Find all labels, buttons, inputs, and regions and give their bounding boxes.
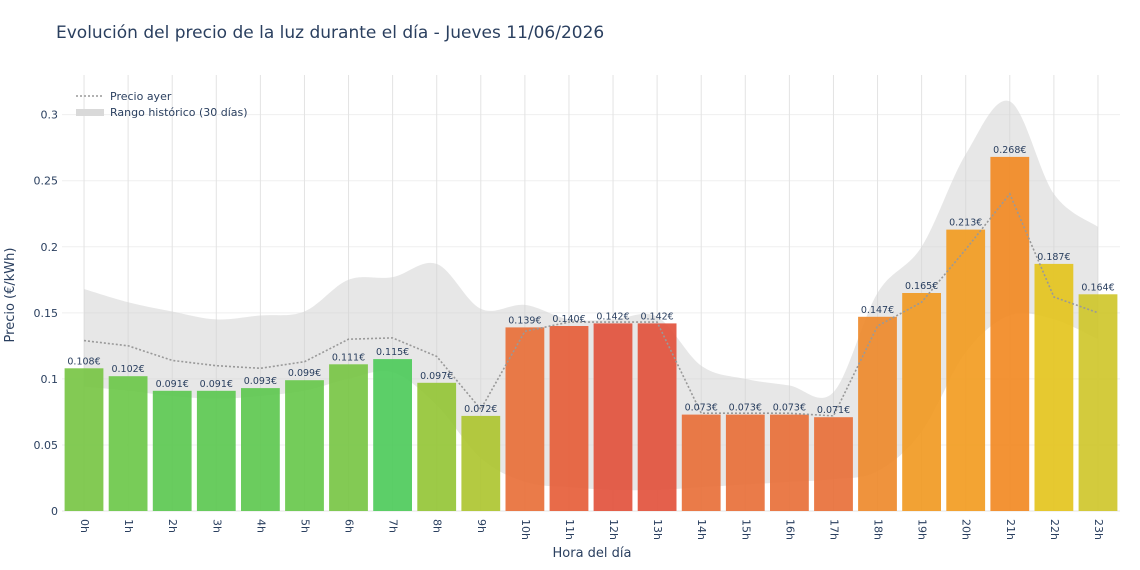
price-bar-18h	[858, 316, 897, 511]
price-bar-19h	[902, 293, 941, 511]
bar-value-label: 0.139€	[508, 315, 541, 326]
bar-value-label: 0.268€	[993, 145, 1026, 156]
y-axis-title: Precio (€/kWh)	[3, 248, 18, 343]
yesterday-line-layer	[83, 192, 1099, 417]
bar-value-label: 0.099€	[288, 368, 321, 379]
y-tick-label: 0.15	[34, 307, 59, 320]
price-bar-2h	[152, 390, 192, 511]
price-bar-16h	[770, 414, 809, 511]
bar-value-label: 0.093€	[244, 376, 277, 387]
historic-range-band	[84, 100, 1098, 491]
y-tick-label: 0.05	[34, 439, 59, 452]
x-tick-label: 9h	[475, 519, 488, 533]
price-bar-7h	[373, 359, 412, 511]
price-bar-3h	[196, 390, 236, 511]
y-tick-label: 0.2	[41, 241, 59, 254]
bar-value-label: 0.142€	[596, 311, 629, 322]
bar-value-label: 0.164€	[1081, 282, 1114, 293]
x-tick-label: 1h	[122, 519, 135, 533]
x-tick-label: 16h	[783, 519, 796, 540]
price-bar-13h	[637, 323, 677, 511]
x-tick-label: 7h	[387, 519, 400, 533]
historic-range-layer	[84, 100, 1098, 491]
price-bar-23h	[1078, 294, 1118, 511]
x-tick-label: 21h	[1004, 519, 1017, 540]
x-tick-label: 14h	[695, 519, 708, 540]
x-tick-label: 22h	[1048, 519, 1061, 540]
price-bar-17h	[814, 417, 853, 511]
y-tick-label: 0.25	[34, 175, 59, 188]
price-bar-11h	[549, 326, 589, 511]
bar-value-label: 0.165€	[905, 281, 938, 292]
price-bar-9h	[461, 415, 501, 511]
x-tick-label: 2h	[166, 519, 179, 533]
bar-value-label: 0.073€	[729, 403, 762, 414]
y-tick-label: 0.1	[41, 373, 59, 386]
x-tick-label: 4h	[254, 519, 267, 533]
x-tick-label: 23h	[1092, 519, 1105, 540]
price-bar-20h	[946, 229, 986, 511]
price-bar-5h	[285, 380, 324, 511]
legend: Precio ayer Rango histórico (30 días)	[76, 90, 248, 119]
axis-layer: 0 0.05 0.1 0.15 0.2 0.25 0.3 0h 1h 2h 3h 4h 5h 6h 7h 8h…	[34, 109, 1106, 540]
bar-value-label: 0.073€	[685, 403, 718, 414]
price-bar-15h	[725, 414, 765, 511]
x-tick-label: 17h	[828, 519, 841, 540]
bars-layer	[64, 156, 1118, 511]
bar-value-label: 0.072€	[464, 404, 497, 415]
price-bar-8h	[417, 382, 457, 511]
price-bar-6h	[329, 364, 368, 511]
price-bar-4h	[241, 388, 280, 511]
y-tick-label: 0.3	[41, 109, 59, 122]
x-tick-label: 15h	[739, 519, 752, 540]
price-bar-1h	[108, 376, 148, 511]
legend-label-rango-historico: Rango histórico (30 días)	[110, 106, 248, 119]
price-bar-21h	[990, 156, 1030, 511]
x-tick-label: 19h	[916, 519, 929, 540]
x-tick-label: 0h	[78, 519, 91, 533]
price-bar-0h	[64, 368, 104, 511]
price-bar-22h	[1034, 263, 1074, 511]
bar-value-label: 0.142€	[640, 311, 673, 322]
bar-value-label: 0.091€	[156, 379, 189, 390]
price-bar-10h	[505, 327, 545, 511]
bar-value-label: 0.213€	[949, 218, 982, 229]
bar-value-label: 0.097€	[420, 371, 453, 382]
chart-title: Evolución del precio de la luz durante e…	[56, 23, 604, 43]
price-bar-12h	[593, 323, 633, 511]
bar-value-label: 0.147€	[861, 305, 894, 316]
y-tick-label: 0	[51, 505, 58, 518]
x-tick-label: 20h	[960, 519, 973, 540]
bar-value-label: 0.073€	[773, 403, 806, 414]
x-tick-label: 3h	[210, 519, 223, 533]
x-tick-label: 11h	[563, 519, 576, 540]
bar-value-label: 0.071€	[817, 405, 850, 416]
bar-labels-layer: 0.108€ 0.102€ 0.091€ 0.091€ 0.093€ 0.099€ 0.11…	[67, 145, 1114, 416]
bar-value-label: 0.111€	[332, 352, 365, 363]
bar-value-label: 0.187€	[1037, 252, 1070, 263]
legend-swatch-rango-historico	[76, 109, 104, 116]
x-tick-label: 8h	[431, 519, 444, 533]
x-tick-label: 6h	[343, 519, 356, 533]
x-axis-title: Hora del día	[553, 546, 632, 561]
bar-value-label: 0.091€	[200, 379, 233, 390]
x-tick-label: 5h	[299, 519, 312, 533]
x-tick-label: 13h	[651, 519, 664, 540]
x-tick-label: 10h	[519, 519, 532, 540]
bar-value-label: 0.108€	[67, 356, 100, 367]
price-bar-14h	[681, 414, 721, 511]
bar-value-label: 0.140€	[552, 314, 585, 325]
x-tick-label: 12h	[607, 519, 620, 540]
bar-value-label: 0.102€	[111, 364, 144, 375]
legend-label-precio-ayer: Precio ayer	[110, 90, 172, 103]
x-tick-label: 18h	[872, 519, 885, 540]
precio-ayer-line	[83, 192, 1099, 417]
bar-value-label: 0.115€	[376, 347, 409, 358]
